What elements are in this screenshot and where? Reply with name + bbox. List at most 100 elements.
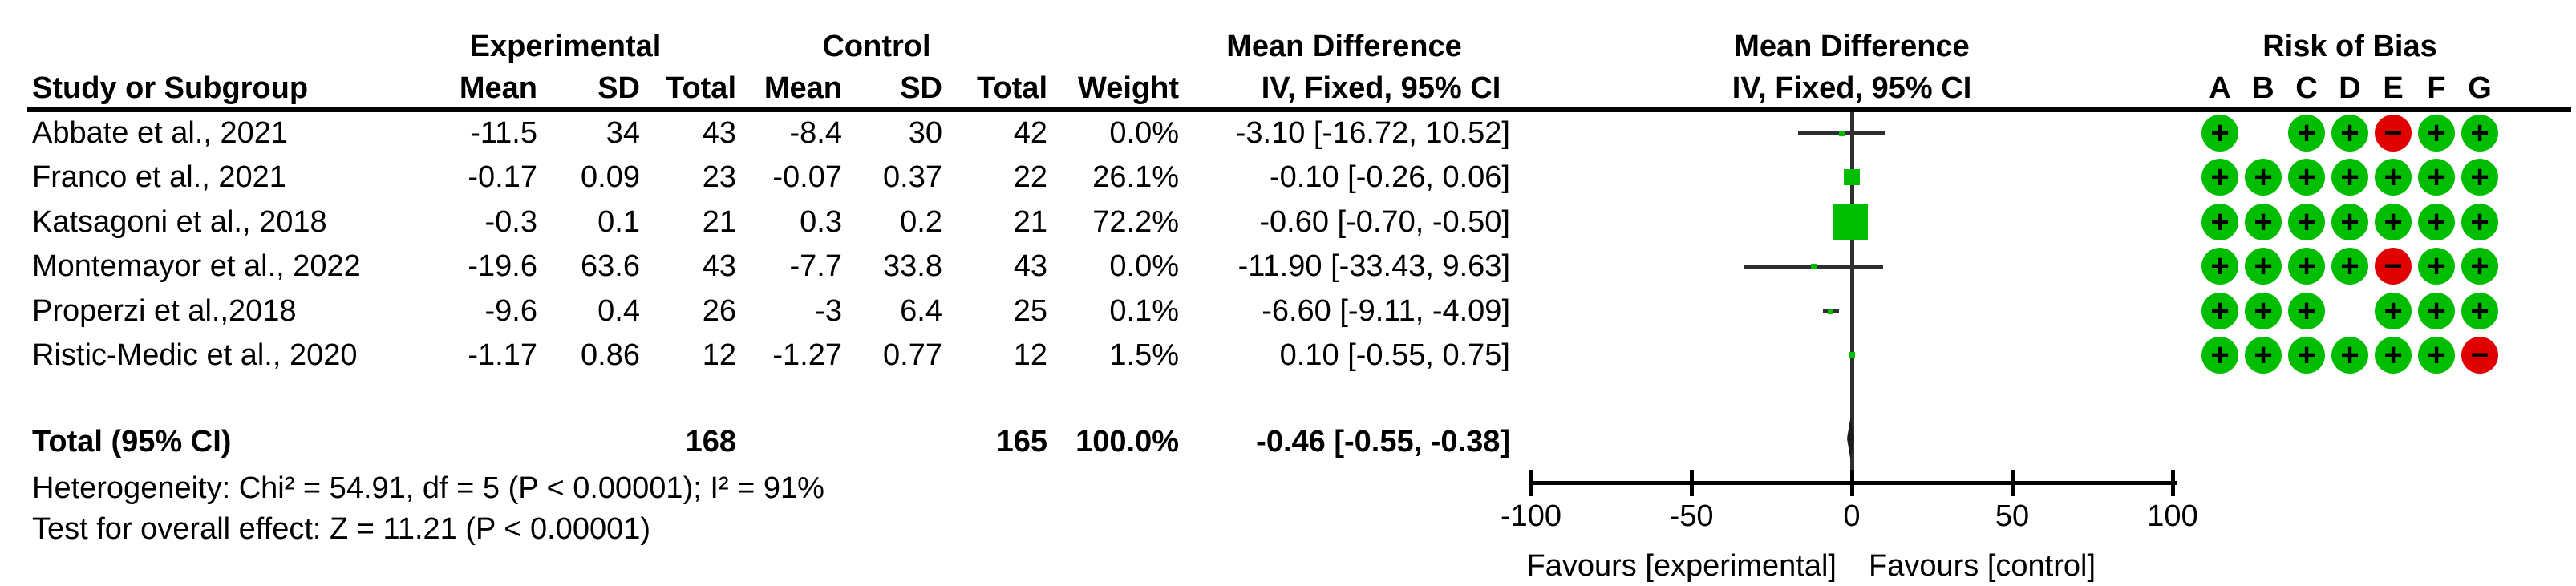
study-name: Franco et al., 2021	[32, 160, 286, 194]
rob-circle-b: +	[2245, 293, 2282, 329]
col-header-ctl-sd: SD	[900, 71, 942, 105]
ci-text: 0.10 [-0.55, 0.75]	[1279, 338, 1510, 372]
exp-sd-value: 0.86	[581, 338, 640, 372]
col-header-iv-fixed-text: IV, Fixed, 95% CI	[1261, 71, 1501, 105]
ci-text: -0.60 [-0.70, -0.50]	[1259, 205, 1510, 239]
axis-tick	[2171, 470, 2175, 496]
weight-value: 26.1%	[1092, 160, 1179, 194]
ctl-sd-value: 0.37	[883, 160, 942, 194]
axis-tick-label: 0	[1843, 499, 1861, 533]
heterogeneity-text: Heterogeneity: Chi² = 54.91, df = 5 (P <…	[32, 471, 824, 505]
ctl-sd-value: 33.8	[883, 249, 942, 283]
axis-tick	[1850, 470, 1854, 496]
effect-square	[1843, 169, 1860, 185]
ctl-sd-value: 0.77	[883, 338, 942, 372]
effect-square	[1849, 352, 1856, 358]
col-group-control: Control	[822, 30, 931, 63]
weight-value: 72.2%	[1092, 205, 1179, 239]
total-diamond	[1847, 417, 1854, 460]
header-rule	[27, 107, 2571, 112]
rob-circle-g: +	[2461, 115, 2498, 152]
exp-total-value: 12	[702, 338, 736, 372]
rob-circle-f: +	[2418, 337, 2455, 374]
study-name: Abbate et al., 2021	[32, 116, 289, 150]
exp-sd-value: 63.6	[581, 249, 640, 283]
rob-col-letter: B	[2252, 71, 2274, 105]
axis-tick-label: -50	[1669, 499, 1714, 533]
col-group-mean-difference-plot: Mean Difference	[1734, 30, 1970, 63]
weight-value: 1.5%	[1109, 338, 1179, 372]
rob-circle-f: +	[2418, 204, 2455, 240]
col-header-exp-mean: Mean	[459, 71, 537, 105]
axis-tick-label: 100	[2147, 499, 2198, 533]
rob-circle-a: +	[2201, 115, 2238, 152]
rob-col-letter: C	[2295, 71, 2318, 105]
rob-circle-e: +	[2375, 293, 2412, 329]
rob-circle-a: +	[2201, 159, 2238, 196]
rob-circle-e: −	[2375, 248, 2412, 285]
exp-mean-value: -1.17	[468, 338, 537, 372]
rob-col-letter: G	[2468, 71, 2492, 105]
effect-square	[1828, 308, 1834, 314]
ctl-mean-value: 0.3	[800, 205, 842, 239]
ctl-total-value: 43	[1013, 249, 1047, 283]
rob-circle-d: +	[2331, 115, 2368, 152]
weight-value: 0.0%	[1109, 116, 1179, 150]
axis-tick-label: -100	[1500, 499, 1562, 533]
ctl-mean-value: -3	[815, 294, 842, 328]
favours-experimental-label: Favours [experimental]	[1526, 549, 1837, 583]
col-header-exp-total: Total	[666, 71, 736, 105]
rob-circle-c: +	[2288, 248, 2325, 285]
ctl-mean-value: -1.27	[772, 338, 842, 372]
total-weight: 100.0%	[1075, 425, 1179, 459]
col-header-ctl-mean: Mean	[763, 71, 842, 105]
rob-circle-d: +	[2331, 248, 2368, 285]
exp-sd-value: 34	[606, 116, 640, 150]
rob-circle-d: +	[2331, 159, 2368, 196]
exp-total-value: 26	[702, 294, 736, 328]
weight-value: 0.1%	[1109, 294, 1179, 328]
rob-col-letter: E	[2383, 71, 2404, 105]
col-header-exp-sd: SD	[597, 71, 640, 105]
total-ci-text: -0.46 [-0.55, -0.38]	[1256, 425, 1510, 459]
ctl-sd-value: 30	[908, 116, 942, 150]
rob-circle-f: +	[2418, 159, 2455, 196]
rob-circle-a: +	[2201, 248, 2238, 285]
ci-text: -0.10 [-0.26, 0.06]	[1270, 160, 1510, 194]
rob-col-letter: F	[2427, 71, 2446, 105]
rob-circle-c: +	[2288, 337, 2325, 374]
axis-tick	[1529, 470, 1533, 496]
rob-circle-g: +	[2461, 159, 2498, 196]
rob-col-letter: D	[2339, 71, 2361, 105]
col-group-mean-difference-text: Mean Difference	[1226, 30, 1462, 63]
ctl-total-value: 12	[1013, 338, 1047, 372]
ctl-total-value: 42	[1013, 116, 1047, 150]
total-exp-total: 168	[685, 425, 736, 459]
rob-circle-f: +	[2418, 248, 2455, 285]
total-ctl-total: 165	[996, 425, 1047, 459]
rob-circle-g: +	[2461, 204, 2498, 240]
rob-circle-d: +	[2331, 204, 2368, 240]
study-name: Ristic-Medic et al., 2020	[32, 338, 358, 372]
exp-sd-value: 0.4	[597, 294, 640, 328]
ctl-sd-value: 0.2	[900, 205, 942, 239]
rob-circle-g: +	[2461, 248, 2498, 285]
exp-mean-value: -11.5	[470, 116, 537, 150]
rob-col-letter: A	[2209, 71, 2231, 105]
total-label: Total (95% CI)	[32, 425, 232, 459]
rob-circle-e: −	[2375, 115, 2412, 152]
ctl-sd-value: 6.4	[900, 294, 942, 328]
ctl-total-value: 22	[1013, 160, 1047, 194]
study-name: Katsagoni et al., 2018	[32, 205, 327, 239]
weight-value: 0.0%	[1109, 249, 1179, 283]
rob-circle-b: +	[2245, 159, 2282, 196]
exp-sd-value: 0.1	[597, 205, 640, 239]
col-header-ctl-total: Total	[977, 71, 1047, 105]
effect-square	[1839, 130, 1845, 136]
axis-tick	[2011, 470, 2015, 496]
exp-total-value: 43	[702, 116, 736, 150]
rob-circle-c: +	[2288, 159, 2325, 196]
rob-circle-c: +	[2288, 204, 2325, 240]
col-header-study: Study or Subgroup	[32, 71, 309, 105]
rob-circle-b: +	[2245, 204, 2282, 240]
